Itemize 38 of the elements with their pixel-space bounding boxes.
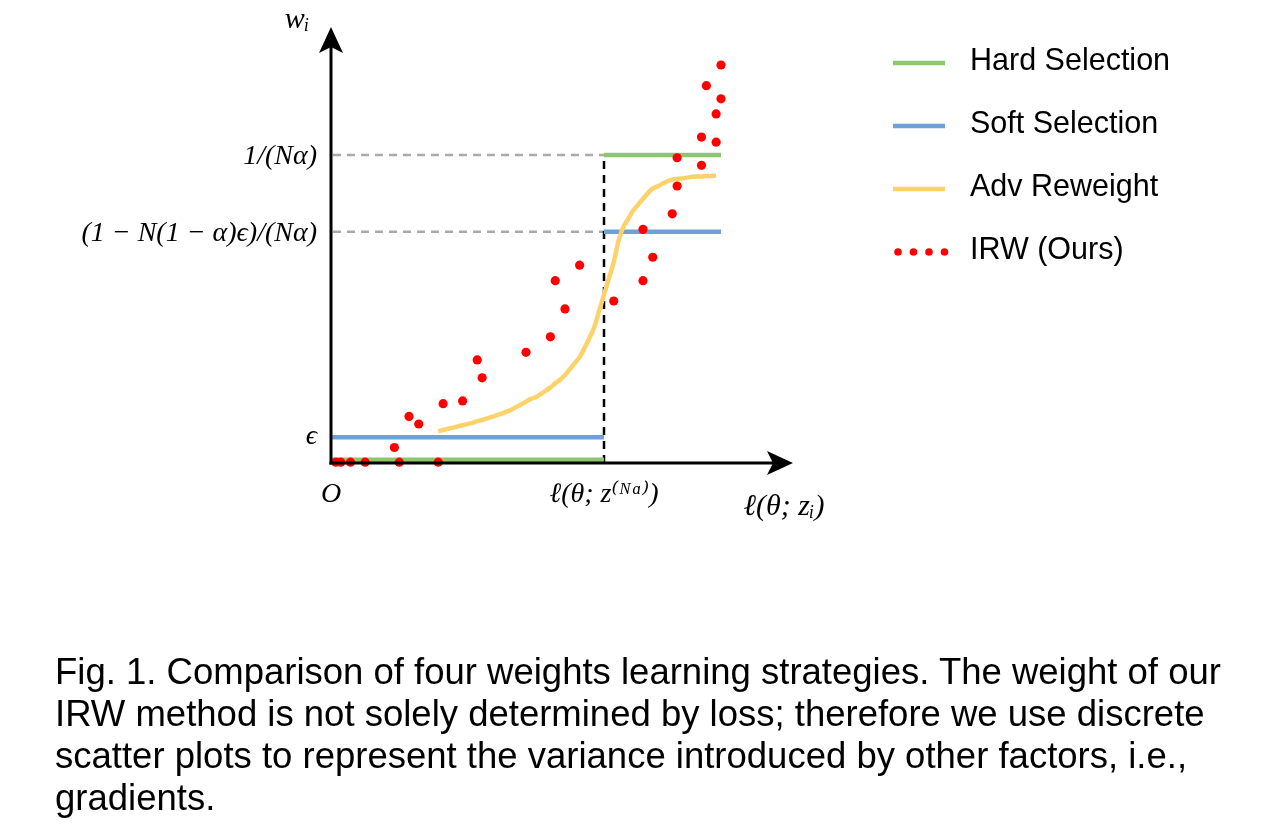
point <box>472 355 482 365</box>
x-tick-label: ℓ(θ; z⁽ᴺᵅ⁾) <box>549 477 659 509</box>
y-axis-title: wᵢ <box>284 0 310 34</box>
x-axis-title: ℓ(θ; zᵢ) <box>743 487 825 522</box>
point <box>521 347 531 357</box>
point <box>667 209 677 219</box>
point <box>477 373 487 383</box>
point <box>711 137 721 147</box>
point <box>638 224 648 234</box>
ref-line-label: 1/(Nα) <box>243 139 317 171</box>
caption: Fig. 1. Comparison of four weights learning strategies. The weight of our IRW method is not solely determined by loss; therefore we use discrete scatter plots to represent the variance introduced by other factors, i.e., gradients. <box>55 651 1222 819</box>
x-tick-label: O <box>320 477 342 509</box>
point <box>672 153 682 163</box>
legend-label: Soft Selection <box>970 105 1159 140</box>
point <box>672 181 682 191</box>
point <box>550 276 560 286</box>
point <box>716 60 726 70</box>
legend-label: Hard Selection <box>970 42 1171 77</box>
point <box>638 276 648 286</box>
point <box>404 411 414 422</box>
point <box>389 442 399 453</box>
point <box>716 94 726 104</box>
point <box>438 399 448 409</box>
point <box>560 304 570 314</box>
text: ϵ <box>305 419 319 451</box>
point <box>414 419 424 429</box>
point <box>458 396 468 406</box>
point <box>696 160 707 170</box>
point <box>575 260 585 270</box>
point <box>648 252 658 262</box>
point <box>545 332 555 342</box>
point <box>696 132 707 142</box>
ref-line-label: (1 − N(1 − α)ϵ)/(Nα) <box>81 216 317 248</box>
point <box>711 109 721 119</box>
point <box>609 296 619 306</box>
legend-label: Adv Reweight <box>970 168 1159 204</box>
point <box>701 81 711 91</box>
legend-label: IRW (Ours) <box>970 231 1124 267</box>
